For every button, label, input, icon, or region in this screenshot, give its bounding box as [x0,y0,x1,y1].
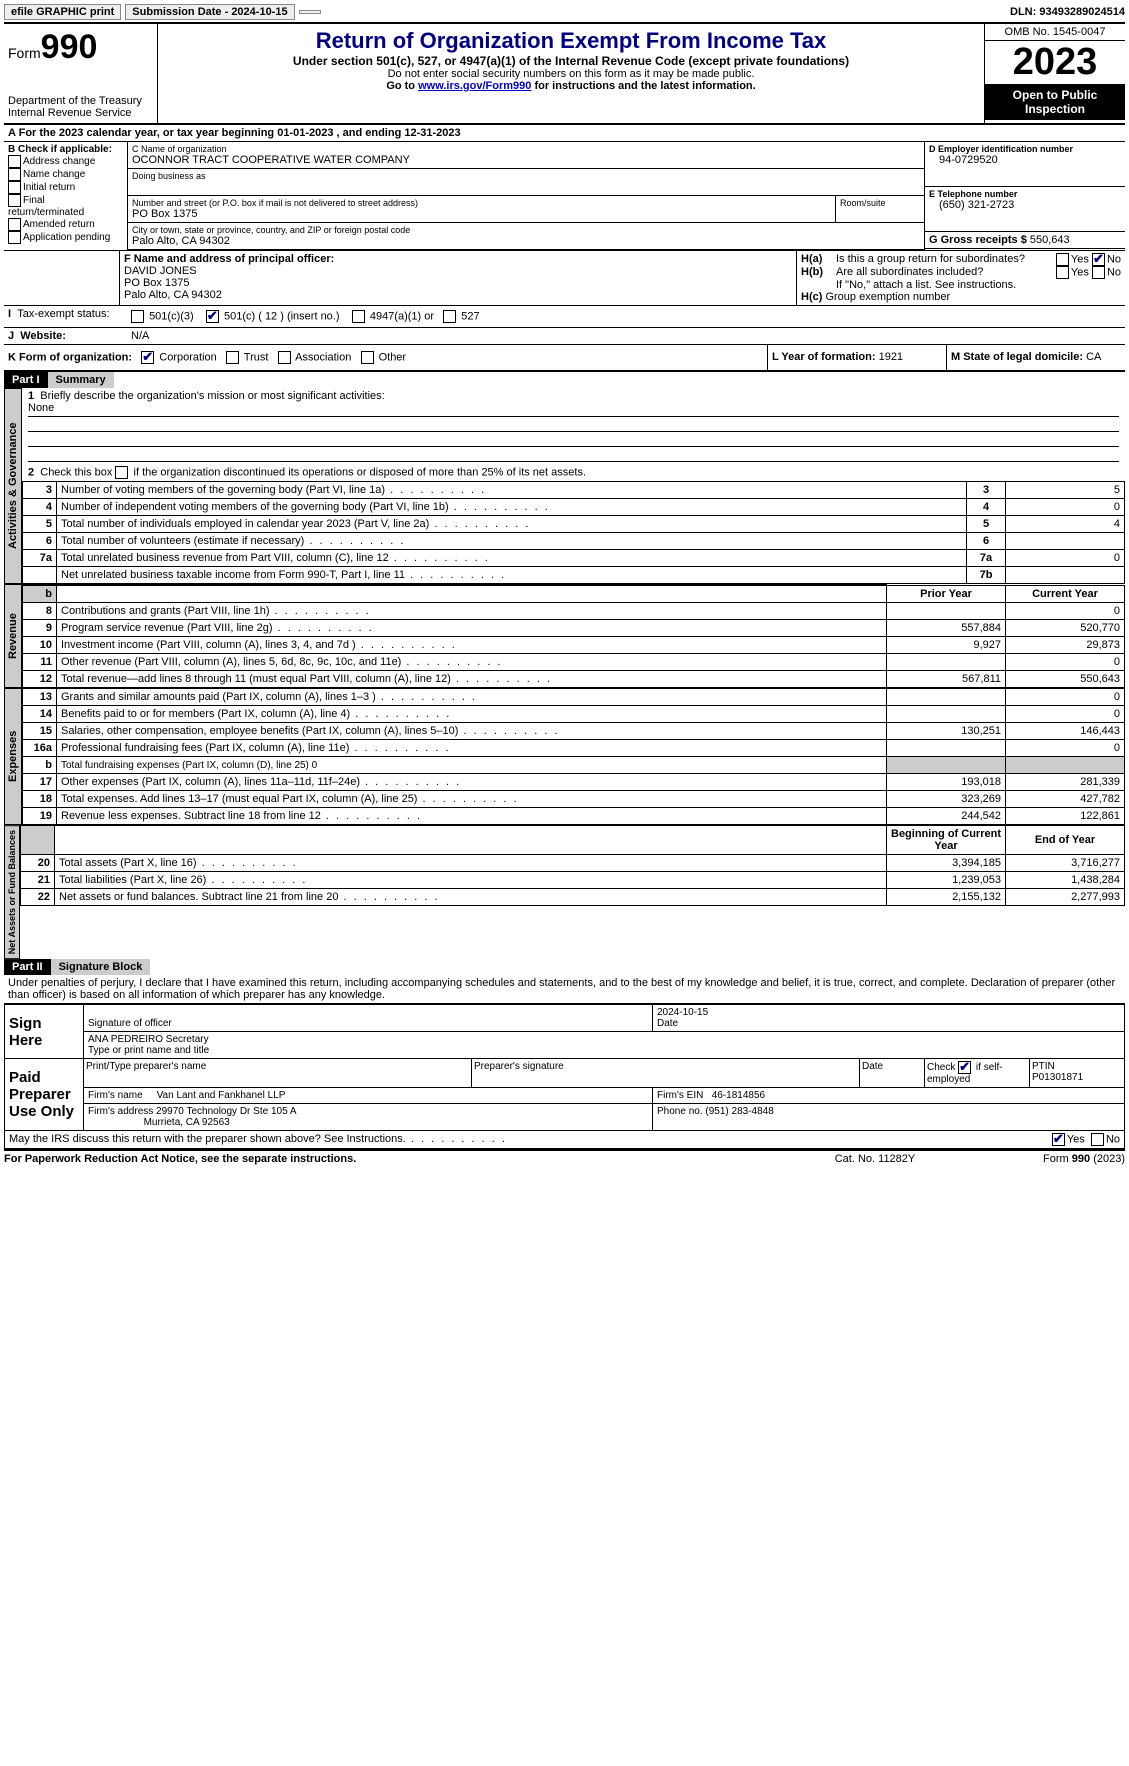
section-c-addr: Number and street (or P.O. box if mail i… [128,196,836,223]
dln: DLN: 93493289024514 [1010,6,1125,18]
vlabel-expenses: Expenses [4,688,22,825]
spacer-button [299,10,321,14]
section-b: B Check if applicable: Address change Na… [4,142,128,250]
page-footer: For Paperwork Reduction Act Notice, see … [4,1149,1125,1165]
section-c-city: City or town, state or province, country… [128,223,924,250]
subtitle-1: Under section 501(c), 527, or 4947(a)(1)… [162,54,980,68]
cb-hb-yes[interactable] [1056,266,1069,279]
cb-hb-no[interactable] [1092,266,1105,279]
section-f: F Name and address of principal officer:… [120,251,797,305]
section-h: H(a)Is this a group return for subordina… [797,251,1125,305]
signature-table: Sign Here Signature of officer 2024-10-1… [4,1004,1125,1131]
section-e: E Telephone number (650) 321-2723 [925,187,1125,232]
open-inspection: Open to Public Inspection [985,84,1125,120]
entity-block: B Check if applicable: Address change Na… [4,142,1125,250]
cb-501c3[interactable] [131,310,144,323]
vlabel-governance: Activities & Governance [4,388,22,584]
cb-amended[interactable] [8,218,21,231]
cb-ha-yes[interactable] [1056,253,1069,266]
tax-year: 2023 [985,41,1125,84]
section-d: D Employer identification number 94-0729… [925,142,1125,187]
cb-address-change[interactable] [8,155,21,168]
expenses-table: 13Grants and similar amounts paid (Part … [22,688,1125,825]
subtitle-3: Go to www.irs.gov/Form990 for instructio… [162,80,980,92]
section-c-name: C Name of organization OCONNOR TRACT COO… [128,142,924,169]
form-header: Form990 Department of the Treasury Inter… [4,24,1125,125]
governance-table: 3Number of voting members of the governi… [22,481,1125,584]
cb-discontinued[interactable] [115,466,128,479]
omb-number: OMB No. 1545-0047 [985,24,1125,41]
form-title: Return of Organization Exempt From Incom… [162,28,980,54]
cb-501c[interactable] [206,310,219,323]
irs-link[interactable]: www.irs.gov/Form990 [418,80,531,92]
section-g: G Gross receipts $ 550,643 [925,232,1125,249]
revenue-table: b Prior YearCurrent Year 8Contributions … [22,584,1125,688]
f-h-block: F Name and address of principal officer:… [4,250,1125,305]
section-j: J Website: N/A [4,327,1125,345]
cb-initial-return[interactable] [8,181,21,194]
part-2: Part IISignature Block [4,959,1125,975]
cb-assoc[interactable] [278,351,291,364]
part1-revenue: Revenue b Prior YearCurrent Year 8Contri… [4,584,1125,688]
efile-button[interactable]: efile GRAPHIC print [4,4,121,20]
part1-governance: Activities & Governance 1 Briefly descri… [4,388,1125,584]
vlabel-netassets: Net Assets or Fund Balances [4,825,20,959]
section-klm: K Form of organization: Corporation Trus… [4,345,1125,372]
dept-treasury: Department of the Treasury [8,95,153,107]
cb-name-change[interactable] [8,168,21,181]
irs-label: Internal Revenue Service [8,107,153,119]
subtitle-2: Do not enter social security numbers on … [162,68,980,80]
perjury-statement: Under penalties of perjury, I declare th… [4,975,1125,1004]
cb-app-pending[interactable] [8,231,21,244]
discuss-row: May the IRS discuss this return with the… [4,1131,1125,1149]
cb-discuss-yes[interactable] [1052,1133,1065,1146]
cb-trust[interactable] [226,351,239,364]
line-a: A For the 2023 calendar year, or tax yea… [4,125,1125,142]
cb-discuss-no[interactable] [1091,1133,1104,1146]
part-1: Part ISummary [4,372,1125,388]
vlabel-revenue: Revenue [4,584,22,688]
cb-527[interactable] [443,310,456,323]
form-number: Form990 [8,28,153,67]
cb-corp[interactable] [141,351,154,364]
section-i: I Tax-exempt status: 501(c)(3) 501(c) ( … [4,305,1125,327]
cb-ha-no[interactable] [1092,253,1105,266]
part1-netassets: Net Assets or Fund Balances Beginning of… [4,825,1125,959]
part1-expenses: Expenses 13Grants and similar amounts pa… [4,688,1125,825]
section-c-room: Room/suite [836,196,924,223]
cb-other[interactable] [361,351,374,364]
cb-4947[interactable] [352,310,365,323]
section-c-dba: Doing business as [128,169,924,196]
cb-self-employed[interactable] [958,1061,971,1074]
top-bar: efile GRAPHIC print Submission Date - 20… [4,4,1125,24]
netassets-table: Beginning of Current YearEnd of Year 20T… [20,825,1125,906]
cb-final-return[interactable] [8,194,21,207]
submission-date: Submission Date - 2024-10-15 [125,4,294,20]
